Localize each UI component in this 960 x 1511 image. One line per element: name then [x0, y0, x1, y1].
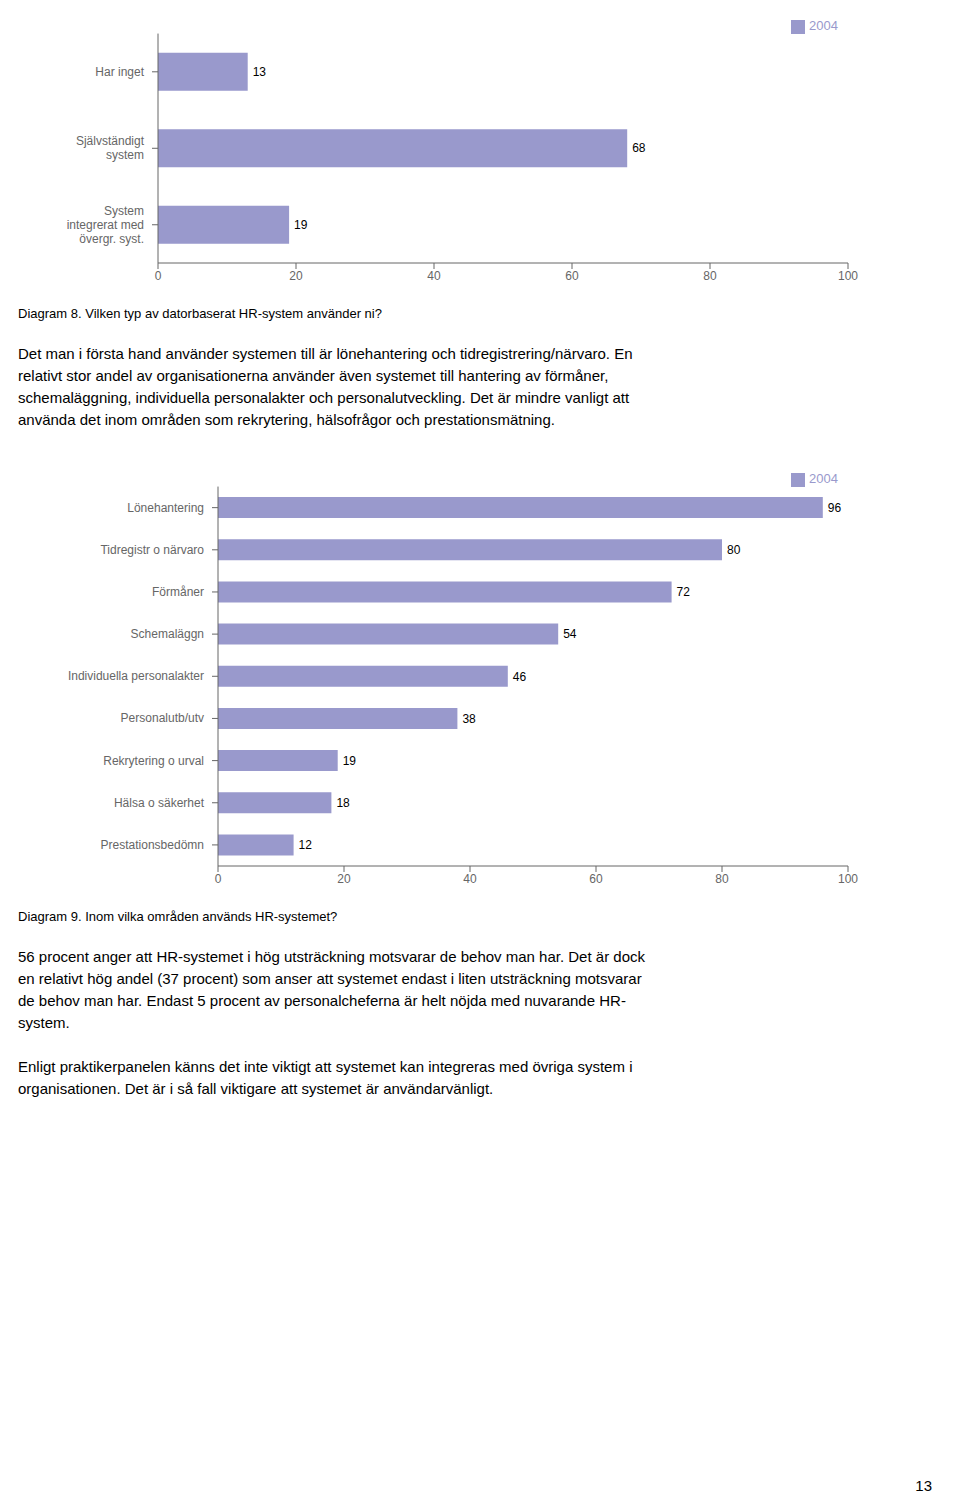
svg-text:18: 18 [336, 796, 350, 810]
svg-text:Tidregistr o närvaro: Tidregistr o närvaro [100, 543, 204, 557]
svg-text:54: 54 [563, 627, 577, 641]
svg-text:38: 38 [462, 712, 476, 726]
html-text:en relativt hög andel (37 proc: en relativt hög andel (37 procent) som a… [18, 970, 642, 987]
svg-text:46: 46 [513, 670, 527, 684]
svg-text:Lönehantering: Lönehantering [127, 501, 204, 515]
svg-text:0: 0 [215, 872, 222, 886]
svg-text:40: 40 [427, 269, 441, 283]
svg-text:80: 80 [727, 543, 741, 557]
svg-text:100: 100 [838, 872, 858, 886]
svg-text:Rekrytering o urval: Rekrytering o urval [103, 754, 204, 768]
html-text:Det man i första hand använder: Det man i första hand använder systemen … [18, 345, 633, 362]
html-text:schemaläggning, individuella p: schemaläggning, individuella personalakt… [18, 389, 630, 406]
svg-text:Hälsa o säkerhet: Hälsa o säkerhet [114, 796, 205, 810]
svg-text:80: 80 [715, 872, 729, 886]
svg-text:12: 12 [299, 838, 313, 852]
svg-text:60: 60 [589, 872, 603, 886]
html-text:2004: 2004 [809, 471, 838, 486]
html-text:använda det inom områden som r: använda det inom områden som rekrytering… [18, 411, 555, 428]
html-text:system.: system. [18, 1014, 70, 1031]
svg-text:40: 40 [463, 872, 477, 886]
svg-text:19: 19 [343, 754, 357, 768]
svg-text:19: 19 [294, 218, 308, 232]
html-text:Diagram 9. Inom vilka områden: Diagram 9. Inom vilka områden används HR… [18, 909, 338, 924]
svg-text:Prestationsbedömn: Prestationsbedömn [101, 838, 204, 852]
svg-text:68: 68 [632, 141, 646, 155]
svg-text:Individuella personalakter: Individuella personalakter [68, 669, 204, 683]
svg-text:96: 96 [828, 501, 842, 515]
html-text:Diagram 8. Vilken typ av dator: Diagram 8. Vilken typ av datorbaserat HR… [18, 306, 382, 321]
svg-text:80: 80 [703, 269, 717, 283]
svg-text:100: 100 [838, 269, 858, 283]
html-text:Enligt praktikerpanelen känns: Enligt praktikerpanelen känns det inte v… [18, 1058, 633, 1075]
svg-text:60: 60 [565, 269, 579, 283]
svg-text:0: 0 [155, 269, 162, 283]
svg-text:Systemintegrerat medövergr. sy: Systemintegrerat medövergr. syst. [67, 204, 144, 246]
svg-text:Självständigtsystem: Självständigtsystem [76, 134, 145, 162]
svg-text:Personalutb/utv: Personalutb/utv [121, 711, 204, 725]
svg-text:20: 20 [289, 269, 303, 283]
svg-text:13: 13 [253, 65, 267, 79]
svg-text:72: 72 [677, 585, 691, 599]
svg-text:Har inget: Har inget [95, 65, 144, 79]
svg-text:Schemaläggn: Schemaläggn [131, 627, 204, 641]
html-text:56 procent anger att HR-system: 56 procent anger att HR-systemet i hög u… [18, 948, 645, 965]
html-text:13: 13 [915, 1477, 932, 1494]
html-text:organisationen. Det är i så fa: organisationen. Det är i så fall viktiga… [18, 1080, 494, 1097]
html-text:2004: 2004 [809, 18, 838, 33]
html-text:relativt stor andel av organis: relativt stor andel av organisationerna … [18, 367, 609, 384]
html-text:de behov man har. Endast 5 pro: de behov man har. Endast 5 procent av pe… [18, 992, 626, 1009]
svg-text:Förmåner: Förmåner [152, 585, 204, 599]
svg-text:20: 20 [337, 872, 351, 886]
